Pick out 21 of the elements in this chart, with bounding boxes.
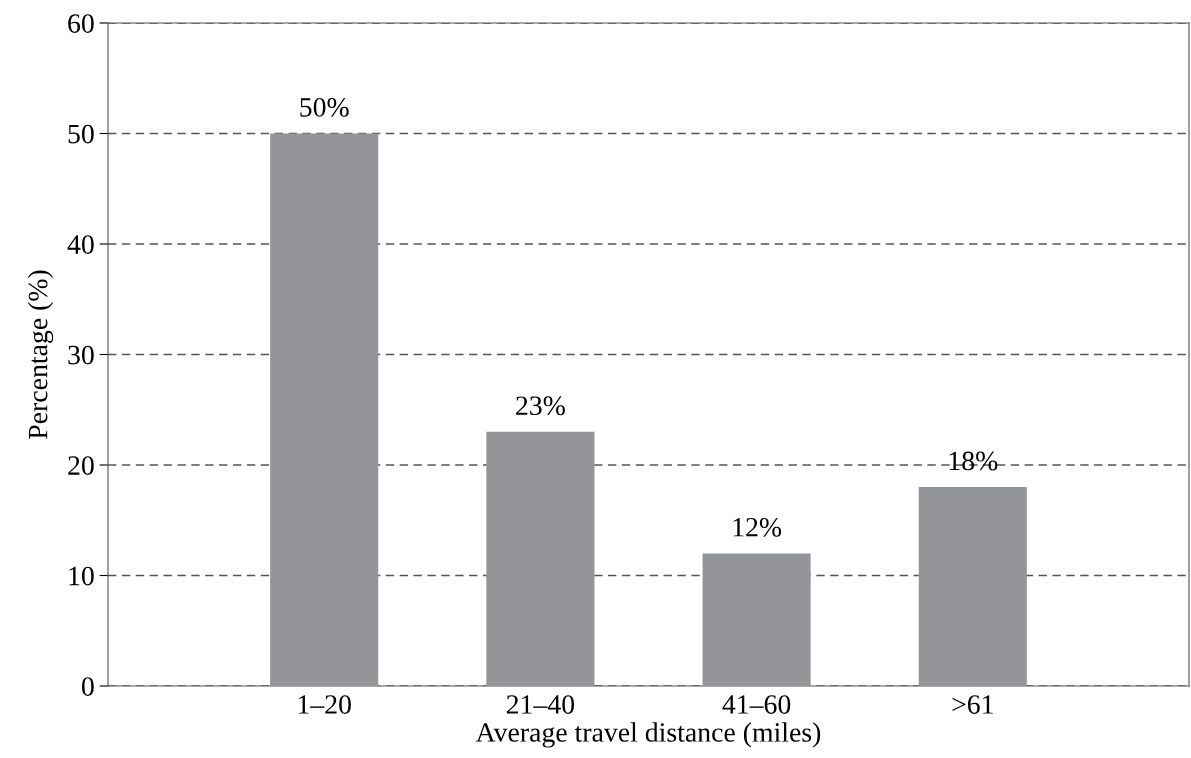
data-label: 50% — [300, 98, 349, 117]
x-tick-label: >61 — [952, 695, 993, 714]
y-tick-label: 40 — [67, 235, 94, 254]
y-tick-label: 30 — [68, 345, 94, 365]
x-tick-label: 41–60 — [722, 695, 791, 714]
data-label: 12% — [733, 517, 782, 537]
y-axis-title: Percentage (%) — [27, 270, 54, 439]
bar — [486, 431, 595, 686]
y-tick-label: 0 — [81, 677, 94, 696]
bar — [702, 553, 811, 686]
y-tick-label: 50 — [68, 124, 94, 144]
x-axis-title: Average travel distance (miles) — [475, 722, 821, 748]
x-tick-label: 21–40 — [506, 695, 575, 714]
x-tick-label: 1–20 — [298, 695, 351, 714]
y-tick-label: 10 — [69, 566, 94, 586]
y-tick-label: 20 — [68, 456, 94, 475]
y-tick-label: 60 — [68, 14, 94, 33]
data-label: 18% — [949, 451, 998, 471]
bar — [270, 133, 379, 686]
data-label: 23% — [516, 396, 565, 416]
bar — [918, 487, 1027, 686]
